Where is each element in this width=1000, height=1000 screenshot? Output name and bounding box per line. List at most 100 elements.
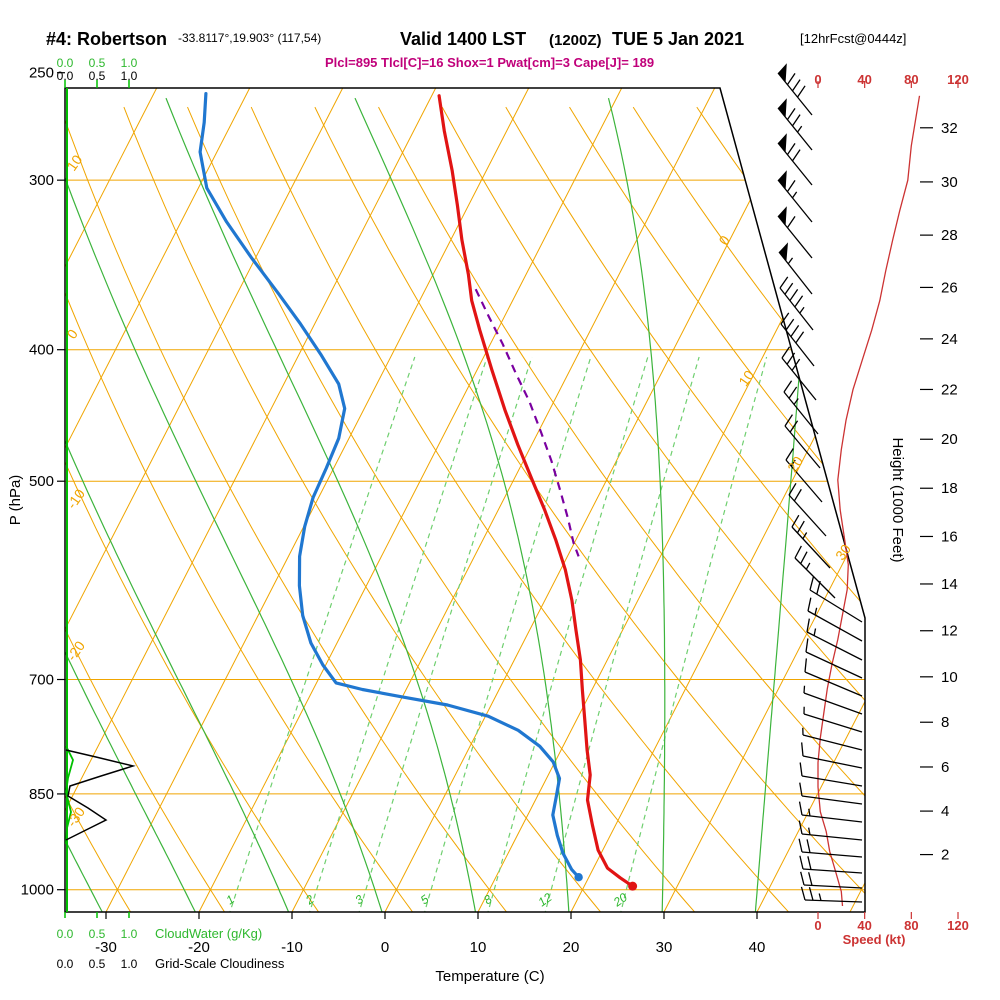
height-tick-label: 10 (941, 669, 958, 686)
wind-barb (807, 597, 863, 642)
speed-tick-label-bottom: 120 (947, 918, 969, 933)
isotherm-line (198, 88, 623, 912)
barb-full (789, 289, 799, 301)
dewpoint-curve (198, 91, 581, 879)
isotherm-line (105, 88, 530, 912)
wind-barb (777, 133, 813, 186)
title-valid: Valid 1400 LST (400, 29, 526, 49)
wind-speed-profile (817, 95, 921, 907)
barb-staff (788, 494, 827, 537)
temperature-tick-label: 10 (470, 939, 487, 956)
barb-half (791, 191, 798, 199)
barb-half (818, 893, 822, 901)
isotherm-line (65, 88, 437, 912)
barb-staff (801, 795, 863, 805)
barb-staff (802, 868, 863, 874)
height-tick-label: 2 (941, 847, 949, 864)
stats-line: Plcl=895 Tlcl[C]=16 Shox=1 Pwat[cm]=3 Ca… (325, 55, 654, 70)
temperature-tick-label: -20 (188, 939, 210, 956)
wind-barb (777, 98, 813, 151)
cloudwater-profile (65, 745, 74, 845)
barb-full (785, 448, 794, 461)
static-labels: #4: Robertson -33.8117°,19.903° (117,54)… (7, 29, 906, 985)
dry-adiabat-line (441, 106, 865, 912)
wind-barb (799, 855, 863, 874)
wind-barb (777, 63, 813, 116)
wind-barb (803, 685, 863, 715)
barb-staff (791, 526, 831, 569)
barb-pennant (778, 63, 787, 83)
barb-pennant (778, 98, 787, 118)
cloud-profiles (65, 745, 136, 845)
wind-barb (800, 871, 863, 889)
barb-staff (803, 692, 863, 715)
barb-staff (804, 671, 863, 697)
barb-full (805, 638, 809, 653)
moist-adiabat-line (65, 97, 291, 912)
barb-half (787, 257, 794, 265)
wind-barb (778, 242, 813, 295)
temperature-tick-label: -10 (281, 939, 303, 956)
cloud-scale-axis (64, 80, 130, 918)
topleft-green-scale-number: 1.0 (121, 56, 138, 70)
temperature-tick-label: 40 (749, 939, 766, 956)
mixing-ratio-line (423, 356, 592, 912)
pressure-tick-label: 300 (29, 172, 54, 189)
barb-full (798, 838, 803, 853)
wind-barb (798, 801, 863, 823)
barb-staff (780, 323, 815, 367)
barb-full (788, 386, 798, 399)
speed-axis-label: Speed (kt) (843, 932, 906, 947)
barb-full (799, 762, 803, 777)
height-tick-label: 16 (941, 528, 958, 545)
height-tick-label: 14 (941, 576, 958, 593)
barb-full (793, 488, 802, 502)
temperature-tick-label: -30 (95, 939, 117, 956)
isotherm-line (65, 88, 251, 912)
barb-staff (794, 557, 836, 599)
wind-barb (802, 727, 863, 751)
title-date: TUE 5 Jan 2021 (612, 29, 744, 49)
height-tick-label: 30 (941, 174, 958, 191)
cloudiness-label: Grid-Scale Cloudiness (155, 956, 285, 971)
height-axis-label: Height (1000 Feet) (889, 437, 906, 562)
pressure-axis-label: P (hPa) (7, 475, 24, 526)
speed-tick-label-top: 0 (814, 72, 821, 87)
barb-full (800, 886, 806, 901)
temperature-curve (437, 94, 635, 888)
topleft-black-scale-number: 0.0 (57, 69, 74, 83)
barb-full (806, 618, 810, 633)
pressure-tick-label: 1000 (21, 882, 54, 899)
barb-full (796, 520, 805, 534)
barb-staff (778, 251, 813, 295)
temperature-tick-label: 30 (656, 939, 673, 956)
barb-full (800, 551, 808, 564)
barb-staff (783, 391, 819, 435)
mixing-ratio-line (228, 356, 416, 912)
height-tick-label: 4 (941, 803, 949, 820)
barb-half (790, 459, 796, 467)
temperature-tick-label: 20 (563, 939, 580, 956)
barb-full (804, 658, 808, 673)
barb-full (791, 358, 801, 371)
dry-adiabat-line (123, 106, 604, 912)
barb-staff (777, 179, 813, 223)
wind-barb (803, 706, 863, 733)
wind-barb (777, 170, 813, 223)
barb-staff (806, 631, 863, 661)
isotherm-line (663, 88, 865, 912)
barb-staff (802, 734, 863, 751)
barb-pennant (778, 133, 787, 153)
barb-staff (807, 610, 863, 642)
barb-full (791, 514, 800, 528)
barb-half (814, 607, 818, 616)
dry-adiabat-line (505, 106, 865, 912)
barb-staff (801, 775, 863, 787)
wind-barb (799, 762, 863, 787)
dry-adiabat-line (65, 106, 228, 912)
barb-staff (805, 651, 863, 679)
topleft-black-scale-number: 0.5 (89, 69, 106, 83)
barb-full (786, 216, 796, 229)
wind-barb (777, 206, 813, 259)
